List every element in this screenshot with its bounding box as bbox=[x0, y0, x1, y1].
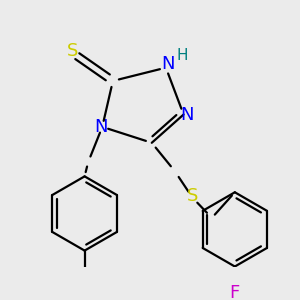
Text: H: H bbox=[176, 48, 188, 63]
Text: N: N bbox=[161, 55, 174, 73]
Text: F: F bbox=[230, 284, 240, 300]
Text: S: S bbox=[187, 187, 198, 205]
Text: N: N bbox=[94, 118, 107, 136]
Text: S: S bbox=[67, 42, 78, 60]
Text: N: N bbox=[180, 106, 194, 124]
